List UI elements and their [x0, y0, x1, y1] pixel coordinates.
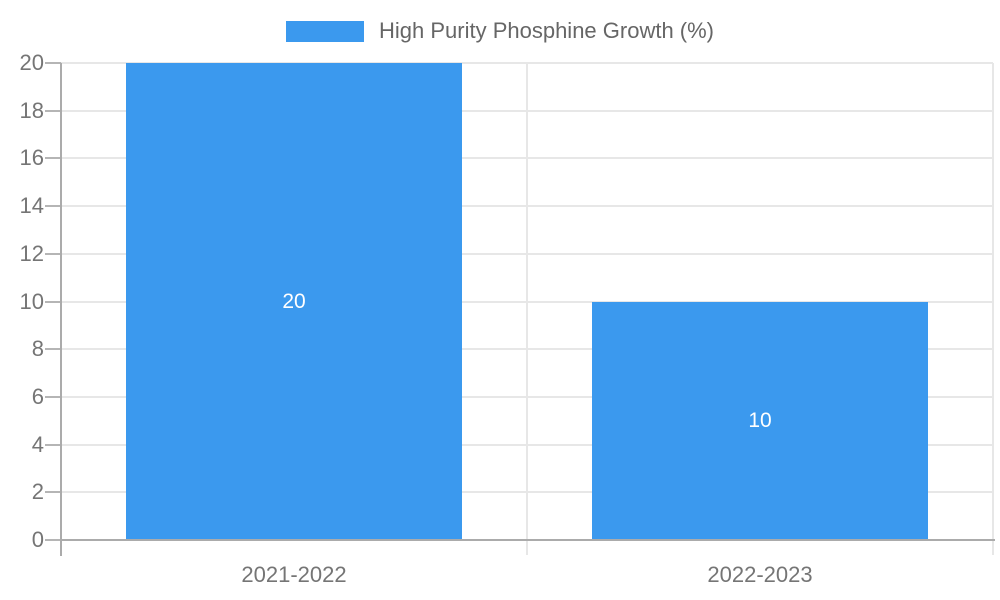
- y-tick-label: 12: [19, 240, 44, 266]
- x-gridline: [526, 63, 528, 540]
- y-tick-label: 4: [31, 431, 44, 457]
- y-axis-tick: [45, 62, 61, 64]
- y-tick-label: 2: [31, 479, 44, 505]
- y-axis-line: [60, 63, 62, 556]
- bar-value-label: 20: [282, 290, 306, 313]
- bar-2022-2023[interactable]: [592, 301, 928, 540]
- x-axis-line: [61, 539, 995, 541]
- y-tick-label: 6: [31, 383, 44, 409]
- y-tick-label: 16: [19, 145, 44, 171]
- chart-legend: High Purity Phosphine Growth (%): [0, 17, 1000, 45]
- y-axis-tick: [45, 205, 61, 208]
- y-tick-label: 20: [19, 50, 44, 75]
- legend-item[interactable]: High Purity Phosphine Growth (%): [285, 17, 715, 45]
- bar-2021-2022[interactable]: [126, 63, 462, 540]
- y-axis-tick: [45, 443, 61, 446]
- y-axis-tick: [45, 109, 61, 112]
- x-axis-tick: [526, 540, 528, 555]
- x-tick-label: 2022-2023: [707, 562, 813, 587]
- x-gridline: [992, 63, 994, 540]
- y-tick-label: 14: [19, 193, 44, 219]
- y-axis-tick: [45, 157, 61, 160]
- y-axis-tick: [45, 539, 61, 541]
- x-axis-tick: [992, 540, 994, 555]
- y-axis-tick: [45, 348, 61, 351]
- legend-color-swatch: [285, 20, 364, 42]
- y-axis-tick: [45, 491, 61, 494]
- x-tick-label: 2021-2022: [241, 562, 347, 587]
- y-tick-label: 0: [31, 527, 44, 552]
- y-axis-tick: [45, 395, 61, 398]
- legend-label: High Purity Phosphine Growth (%): [378, 18, 715, 43]
- y-tick-label: 10: [19, 288, 44, 314]
- y-tick-label: 18: [19, 97, 44, 123]
- y-tick-label: 8: [31, 336, 44, 362]
- y-axis-tick: [45, 252, 61, 255]
- y-axis-tick: [45, 300, 61, 303]
- bar-value-label: 10: [748, 409, 772, 432]
